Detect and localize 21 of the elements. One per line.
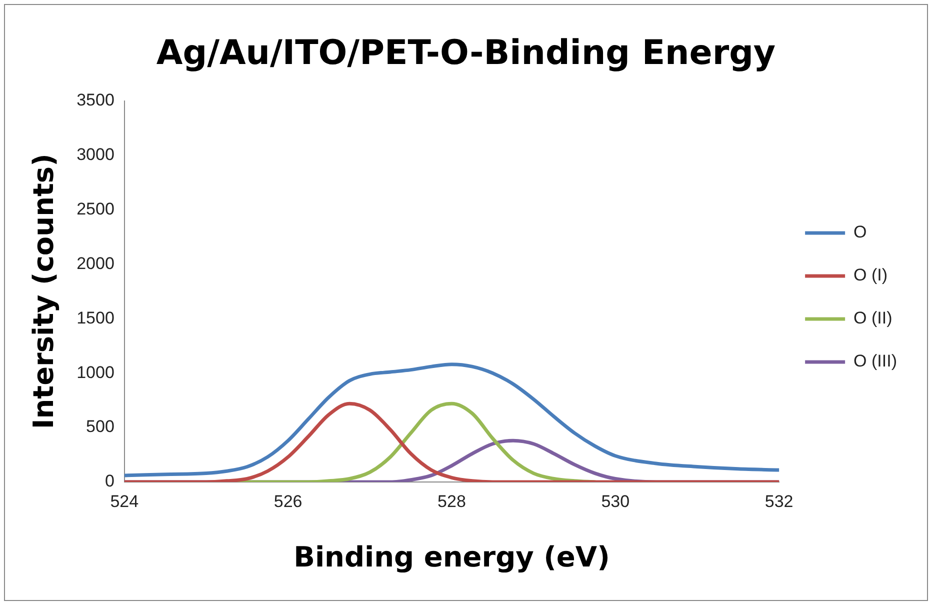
y-tick-label: 3500 xyxy=(76,90,114,110)
x-axis-title: Binding energy (eV) xyxy=(294,540,610,574)
chart-title: Ag/Au/ITO/PET-O-Binding Energy xyxy=(156,33,776,74)
x-tick-label: 524 xyxy=(110,492,139,511)
legend-label: O (I) xyxy=(854,266,888,285)
y-tick-label: 1500 xyxy=(76,308,114,328)
legend-label: O (II) xyxy=(854,308,892,328)
legend-label: O (III) xyxy=(854,352,898,371)
x-tick-label: 528 xyxy=(438,492,466,511)
y-tick-label: 0 xyxy=(104,472,114,491)
legend-label: O xyxy=(854,222,867,242)
y-tick-label: 500 xyxy=(86,417,114,436)
y-axis-title: Intersity (counts) xyxy=(27,154,60,430)
x-tick-label: 526 xyxy=(274,492,302,511)
y-tick-label: 2500 xyxy=(76,199,114,218)
x-tick-label: 532 xyxy=(764,492,794,511)
y-tick-label: 2000 xyxy=(76,254,114,273)
y-tick-label: 3000 xyxy=(76,144,114,164)
y-tick-label: 1000 xyxy=(76,362,114,382)
x-tick-label: 530 xyxy=(601,492,630,511)
line-series xyxy=(124,362,780,478)
